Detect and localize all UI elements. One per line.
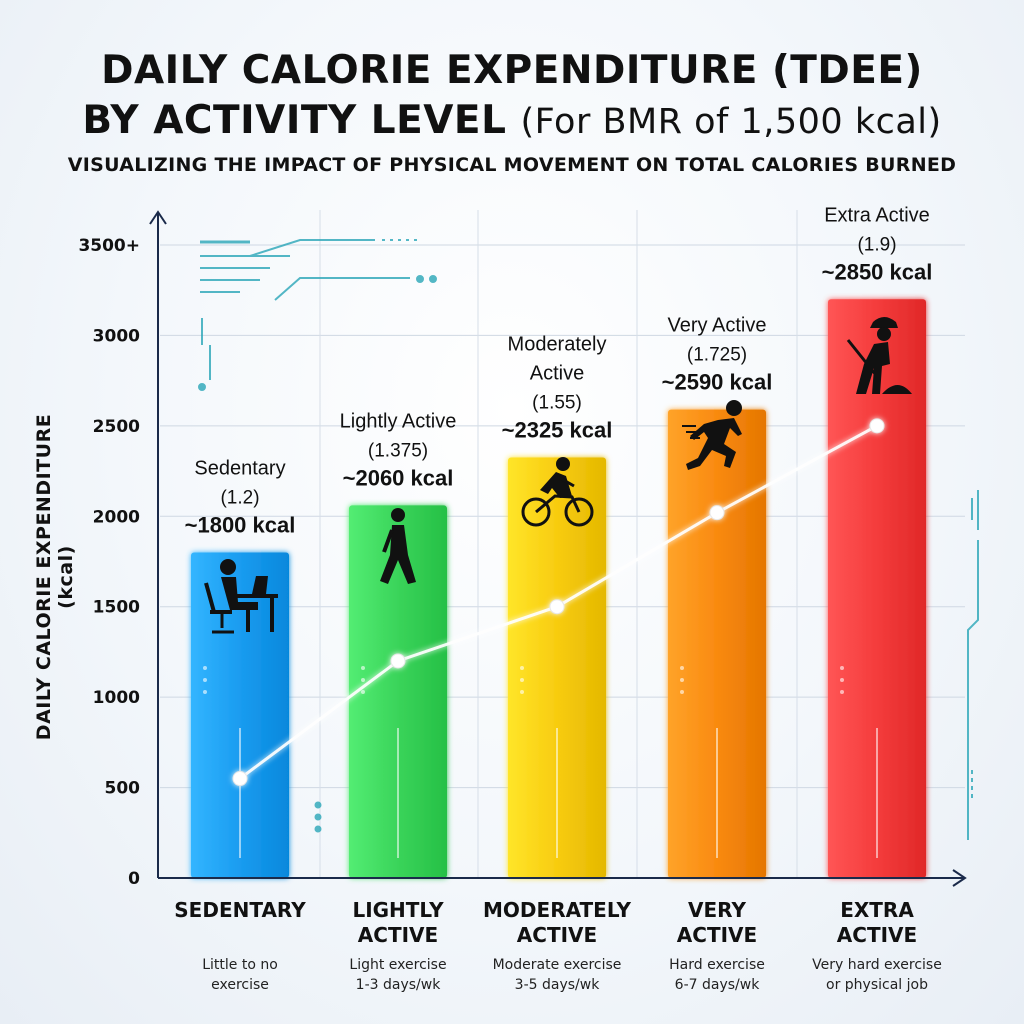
bar-multiplier-label: (1.375) — [368, 440, 428, 461]
bar-name-label: Extra Active — [824, 204, 930, 226]
walking-person-icon — [380, 508, 416, 584]
trend-point — [390, 653, 406, 669]
chart-title-main: BY ACTIVITY LEVEL — [82, 98, 507, 143]
chart-title-line-2: BY ACTIVITY LEVEL (For BMR of 1,500 kcal… — [0, 98, 1024, 143]
bar-dot — [203, 666, 207, 670]
x-category-label: VERY ACTIVE — [676, 898, 758, 947]
y-tick-label: 1000 — [93, 688, 140, 708]
bar-lightly-active — [349, 505, 447, 878]
bar-dot — [520, 678, 524, 682]
x-category-description: Moderate exercise 3-5 days/wk — [492, 957, 622, 993]
x-category-label: EXTRA ACTIVE — [836, 898, 918, 947]
bar-dot — [680, 678, 684, 682]
bar-sedentary — [191, 552, 289, 878]
y-tick-label: 0 — [128, 869, 140, 889]
y-tick-label: 2000 — [93, 507, 140, 527]
bar-value-label: ~2325 kcal — [502, 418, 613, 443]
bar-multiplier-label: (1.9) — [857, 234, 896, 255]
chart-title-line-1: DAILY CALORIE EXPENDITURE (TDEE) — [101, 48, 923, 93]
x-category-label: LIGHTLY ACTIVE — [352, 898, 444, 947]
shoveling-worker-icon — [846, 317, 912, 394]
person-at-desk-icon — [204, 559, 278, 634]
x-category-description: Hard exercise 6-7 days/wk — [669, 957, 765, 993]
y-tick-label: 3500+ — [78, 236, 140, 256]
bar-dot — [520, 666, 524, 670]
bar-dot — [840, 666, 844, 670]
bar-value-label: ~1800 kcal — [185, 512, 296, 537]
bar-moderately-active — [508, 457, 606, 878]
bar-dot — [680, 666, 684, 670]
chart-subtitle: VISUALIZING THE IMPACT OF PHYSICAL MOVEM… — [67, 154, 957, 176]
bar-name-label: Lightly Active — [340, 410, 457, 432]
trend-point — [232, 771, 248, 787]
bar-dot — [203, 678, 207, 682]
bar-value-label: ~2060 kcal — [343, 465, 454, 490]
bar-extra-active — [828, 299, 926, 878]
bar-name-label: Moderately — [508, 334, 607, 356]
trend-point — [869, 418, 885, 434]
bar-dot — [840, 678, 844, 682]
bar-dot — [361, 678, 365, 682]
x-category-label: SEDENTARY — [174, 898, 306, 922]
bar-dot — [203, 690, 207, 694]
x-category-description: Very hard exercise or physical job — [812, 957, 942, 993]
bar-dot — [840, 690, 844, 694]
trend-point — [549, 599, 565, 615]
y-tick-label: 500 — [105, 779, 141, 799]
bar-dot — [361, 666, 365, 670]
chart-title-parenthetical: (For BMR of 1,500 kcal) — [520, 102, 942, 142]
bar-value-label: ~2850 kcal — [822, 259, 933, 284]
y-tick-label: 2500 — [93, 417, 140, 437]
bar-value-label: ~2590 kcal — [662, 370, 773, 395]
bar-multiplier-label: (1.55) — [532, 393, 582, 414]
bar-dot — [361, 690, 365, 694]
y-tick-label: 1500 — [93, 598, 140, 618]
bar-name-label: Very Active — [668, 315, 767, 337]
running-person-icon — [682, 400, 742, 470]
bar-name-label: Sedentary — [194, 457, 285, 479]
bar-multiplier-label: (1.2) — [220, 487, 259, 508]
x-category-label: MODERATELY ACTIVE — [483, 898, 631, 947]
bar-name-label: Active — [530, 363, 584, 385]
x-category-description: Little to no exercise — [202, 957, 278, 993]
bar-dot — [680, 690, 684, 694]
bar-dot — [520, 690, 524, 694]
trend-point — [709, 505, 725, 521]
x-category-description: Light exercise 1-3 days/wk — [349, 957, 447, 993]
y-tick-label: 3000 — [93, 326, 140, 346]
cyclist-icon — [521, 457, 594, 527]
bar-multiplier-label: (1.725) — [687, 345, 747, 366]
